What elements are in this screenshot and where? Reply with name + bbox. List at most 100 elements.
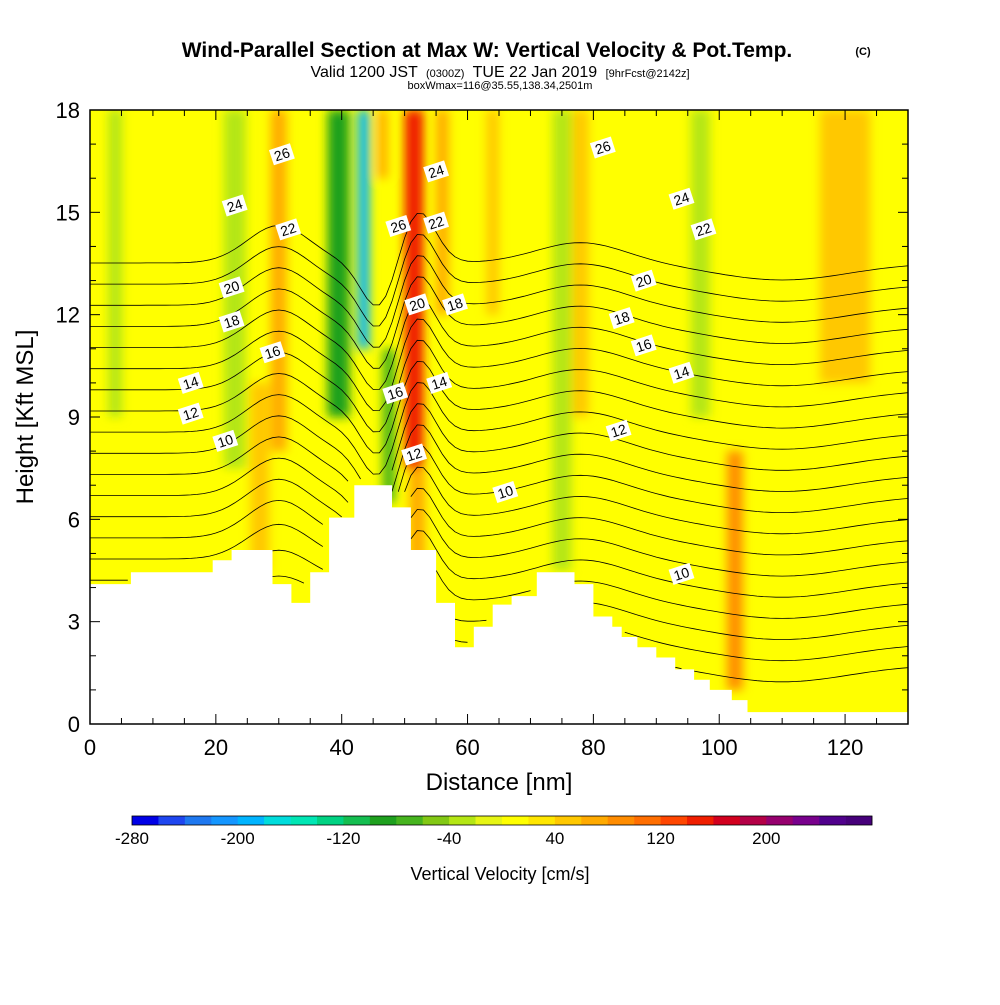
- velocity-band-9: [404, 110, 424, 469]
- x-axis: 0 20 40 60 80 100 120: [84, 110, 909, 760]
- theta-contour-22: [90, 339, 908, 433]
- contour-label-text: 14: [429, 373, 449, 393]
- terrain-mask: [90, 485, 908, 724]
- subtitle-valid: Valid 1200 JST: [310, 64, 418, 81]
- contour-label-text: 18: [612, 308, 632, 328]
- colorbar-swatch-19: [634, 816, 661, 825]
- x-tick-label: 120: [827, 735, 864, 760]
- contour-label-text: 22: [694, 219, 714, 239]
- colorbar-tick-label: 120: [646, 829, 674, 848]
- theta-contour-27: [90, 234, 908, 327]
- y-tick-label: 15: [56, 200, 80, 225]
- theta-contour-15: [90, 487, 908, 556]
- chart-title: Wind-Parallel Section at Max W: Vertical…: [182, 39, 793, 62]
- contour-label-text: 10: [495, 482, 515, 502]
- colorbar-tick-label: -280: [115, 829, 149, 848]
- contour-label-text: 16: [385, 383, 405, 403]
- contour-label-3: 20: [218, 276, 245, 299]
- contour-label-text: 10: [672, 564, 692, 584]
- theta-contour-18: [90, 424, 908, 492]
- contour-label-1: 24: [221, 194, 248, 217]
- theta-contour-16: [90, 466, 908, 535]
- contour-label-11: 22: [423, 211, 450, 234]
- colorbar-swatch-25: [792, 816, 820, 825]
- velocity-band-17: [819, 110, 871, 383]
- colorbar-swatch-20: [660, 816, 688, 825]
- contour-label-text: 12: [609, 421, 629, 441]
- contour-label-text: 16: [263, 342, 283, 362]
- contour-label-2: 22: [275, 218, 302, 241]
- contour-label-16: 12: [401, 443, 428, 466]
- contour-label-0: 26: [268, 143, 295, 166]
- velocity-band-3: [250, 382, 270, 571]
- contour-label-12: 20: [404, 293, 431, 316]
- contour-label-18: 26: [589, 136, 616, 159]
- x-tick-label: 0: [84, 735, 96, 760]
- velocity-band-16: [727, 451, 743, 690]
- velocity-band-15: [690, 110, 710, 417]
- y-tick-label: 6: [68, 507, 80, 532]
- contour-label-text: 14: [672, 363, 692, 383]
- theta-contour-20: [90, 382, 908, 475]
- colorbar-swatch-11: [422, 816, 450, 825]
- contour-label-24: 14: [668, 361, 695, 384]
- colorbar-swatch-24: [766, 816, 794, 825]
- chart-subtitle: Valid 1200 JST (0300Z) TUE 22 Jan 2019 […: [310, 64, 689, 81]
- chart-subtitle-2: boxWmax=116@35.55,138.34,2501m: [408, 80, 593, 92]
- colorbar-swatch-27: [845, 816, 873, 825]
- colorbar-swatch-13: [475, 816, 503, 825]
- contour-label-8: 10: [212, 429, 239, 452]
- x-axis-label: Distance [nm]: [426, 769, 573, 796]
- colorbar-swatch-9: [369, 816, 397, 825]
- theta-contour-14: [90, 509, 908, 577]
- colorbar-tick-label: -120: [326, 829, 360, 848]
- terrain-layer: [90, 485, 908, 724]
- subtitle-date: TUE 22 Jan 2019: [473, 64, 598, 81]
- velocity-band-5: [358, 110, 370, 349]
- colorbar-swatch-3: [211, 816, 239, 825]
- contour-label-6: 14: [177, 371, 204, 394]
- theta-contour-21: [90, 360, 908, 454]
- contour-label-7: 12: [177, 402, 204, 425]
- colorbar-swatch-4: [237, 816, 265, 825]
- colorbar-swatch-26: [819, 816, 846, 825]
- x-tick-label: 20: [204, 735, 228, 760]
- y-tick-label: 3: [68, 610, 80, 635]
- x-tick-label: 60: [455, 735, 479, 760]
- colorbar-swatch-15: [528, 816, 556, 825]
- theta-contour-17: [90, 445, 908, 513]
- colorbar-frame: [131, 815, 873, 826]
- theta-contour-10: [454, 631, 908, 662]
- contour-label-13: 18: [442, 293, 468, 316]
- title-mark: (C): [855, 46, 871, 58]
- contour-label-text: 20: [222, 277, 242, 297]
- theta-contour-12: [272, 570, 908, 619]
- colorbar-tick-label: 40: [545, 829, 564, 848]
- colorbar-swatch-18: [607, 816, 635, 825]
- contour-label-9: 26: [385, 214, 412, 238]
- colorbar: [131, 815, 873, 826]
- y-tick-label: 9: [68, 405, 80, 430]
- colorbar-swatch-21: [687, 816, 714, 825]
- contour-label-23: 16: [630, 334, 657, 357]
- contour-label-text: 16: [634, 335, 654, 355]
- y-tick-label: 12: [56, 303, 80, 328]
- x-tick-label: 80: [581, 735, 605, 760]
- contour-label-text: 12: [181, 404, 201, 424]
- contour-label-text: 18: [222, 311, 242, 331]
- contour-label-26: 10: [668, 562, 695, 585]
- theta-contour-24: [90, 297, 908, 390]
- theta-contour-9: [675, 666, 908, 683]
- y-axis-label: Height [Kft MSL]: [12, 330, 39, 505]
- contour-label-text: 20: [634, 271, 654, 291]
- colorbar-swatch-23: [739, 816, 767, 825]
- contour-label-17: 10: [492, 480, 519, 504]
- colorbar-swatch-22: [713, 816, 741, 825]
- colorbar-swatch-0: [132, 816, 159, 825]
- velocity-band-12: [486, 110, 499, 315]
- contour-label-text: 26: [272, 144, 292, 164]
- colorbar-swatch-12: [449, 816, 476, 825]
